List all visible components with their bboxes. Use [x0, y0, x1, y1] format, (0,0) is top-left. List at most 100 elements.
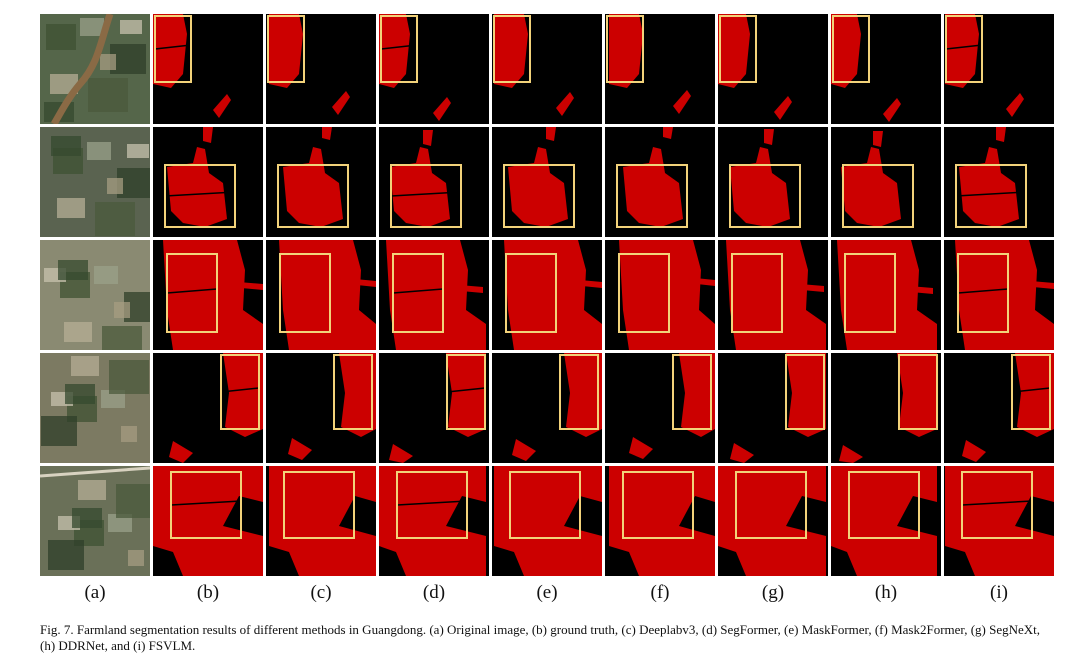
tile-row3-f [605, 240, 715, 350]
tile-row2-i [944, 127, 1054, 237]
highlight-box [832, 15, 870, 83]
tile-row2-h [831, 127, 941, 237]
highlight-box [848, 471, 920, 539]
original-image [40, 353, 150, 463]
tile-row3-c [266, 240, 376, 350]
farmland-region [332, 91, 350, 115]
farmland-region [786, 353, 826, 437]
farmland-region [494, 466, 602, 576]
segmentation-mask [153, 14, 263, 124]
segmentation-mask [605, 127, 715, 237]
tile-row4-b [153, 353, 263, 463]
highlight-box [154, 15, 192, 83]
segmentation-mask [266, 353, 376, 463]
tile-row1-c [266, 14, 376, 124]
tile-row5-d [379, 466, 489, 576]
segmentation-mask [153, 353, 263, 463]
highlight-box [719, 15, 757, 83]
segmentation-mask [718, 240, 828, 350]
tile-row2-g [718, 127, 828, 237]
segmentation-mask [944, 466, 1054, 576]
segmentation-mask [831, 14, 941, 124]
tile-row5-f [605, 466, 715, 576]
segmentation-mask [944, 353, 1054, 463]
segmentation-mask [831, 127, 941, 237]
highlight-box [622, 471, 694, 539]
tile-row4-i [944, 353, 1054, 463]
segmentation-mask [379, 240, 489, 350]
farmland-region [679, 353, 715, 437]
highlight-box [170, 471, 242, 539]
column-label-c: (c) [310, 582, 332, 603]
highlight-box [618, 253, 670, 333]
tile-row4-h [831, 353, 941, 463]
highlight-box [333, 354, 373, 430]
farmland-region [167, 147, 227, 227]
farmland-region [629, 437, 653, 459]
farmland-region [379, 14, 410, 88]
tile-row3-d [379, 240, 489, 350]
highlight-box [164, 164, 236, 228]
highlight-box [961, 471, 1033, 539]
highlight-box [731, 253, 783, 333]
highlight-box [844, 253, 896, 333]
highlight-box [735, 471, 807, 539]
segmentation-mask [153, 127, 263, 237]
farmland-region [831, 14, 861, 88]
segmentation-mask [266, 240, 376, 350]
segmentation-mask [492, 14, 602, 124]
farmland-region [1008, 279, 1054, 289]
farmland-region [609, 466, 715, 576]
farmland-region [446, 353, 486, 437]
farmland-region [508, 147, 568, 227]
tile-row4-g [718, 353, 828, 463]
farmland-region [955, 240, 1054, 350]
farmland-region [269, 466, 376, 576]
tile-row1-f [605, 14, 715, 124]
segmentation-mask [831, 466, 941, 576]
tile-row2-c [266, 127, 376, 237]
farmland-region [379, 466, 486, 576]
highlight-box [945, 15, 983, 83]
tile-row4-d [379, 353, 489, 463]
highlight-box [957, 253, 1009, 333]
farmland-region [504, 240, 602, 350]
column-label-i: (i) [990, 582, 1008, 603]
highlight-box [220, 354, 260, 430]
farmland-region [776, 282, 824, 292]
segmentation-mask [266, 466, 376, 576]
farmland-region [213, 94, 231, 118]
farmland-region [512, 439, 536, 461]
farmland-region [423, 130, 433, 146]
highlight-box [166, 253, 218, 333]
column-label-e: (e) [536, 582, 558, 603]
tile-row4-c [266, 353, 376, 463]
segmentation-mask [718, 14, 828, 124]
segmentation-mask [379, 466, 489, 576]
segmentation-mask [492, 127, 602, 237]
segmentation-mask [831, 353, 941, 463]
original-image [40, 466, 150, 576]
farmland-region [837, 240, 937, 350]
farmland-region [272, 497, 312, 509]
highlight-box [898, 354, 938, 430]
segmentation-mask [266, 14, 376, 124]
highlight-box [279, 253, 331, 333]
farmland-region [556, 92, 574, 116]
tile-row2-e [492, 127, 602, 237]
farmland-region [764, 129, 774, 145]
segmentation-mask [605, 240, 715, 350]
segmentation-mask [379, 14, 489, 124]
tile-row3-a [40, 240, 150, 350]
farmland-region [435, 283, 483, 293]
farmland-region [223, 353, 263, 437]
farmland-region [883, 98, 901, 122]
farmland-region [1015, 353, 1054, 437]
tile-row5-c [266, 466, 376, 576]
column-label-f: (f) [650, 582, 670, 603]
farmland-region [169, 441, 193, 463]
farmland-region [433, 97, 451, 121]
highlight-box [277, 164, 349, 228]
segmentation-mask [605, 466, 715, 576]
farmland-region [153, 500, 193, 512]
